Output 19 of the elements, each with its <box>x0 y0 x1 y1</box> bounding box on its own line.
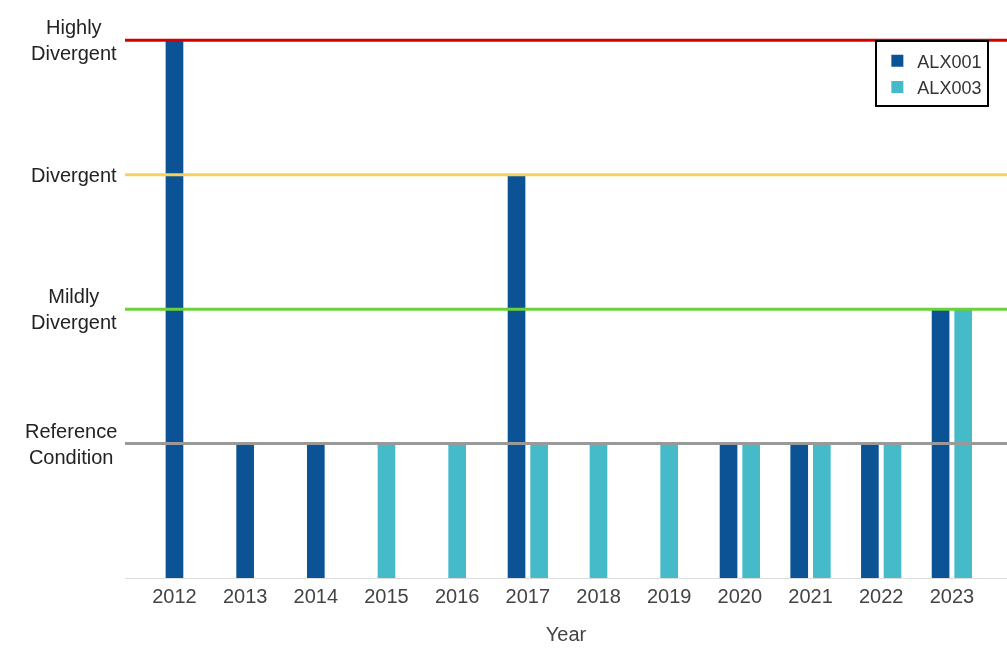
x-tick-label: 2017 <box>505 585 551 607</box>
x-tick-label: 2013 <box>222 585 268 607</box>
x-tick-label: 2023 <box>929 585 975 607</box>
legend-label: ALX001 <box>917 51 982 72</box>
ref-line-label: Mildly Divergent <box>31 285 118 333</box>
x-tick-label: 2019 <box>646 585 692 607</box>
ref-line-label: Highly Divergent <box>31 16 118 64</box>
x-tick-label: 2015 <box>364 585 409 607</box>
legend-label: ALX003 <box>917 78 982 99</box>
x-axis-title: Year <box>545 622 587 645</box>
ref-line-label: Reference Condition <box>25 420 118 468</box>
x-tick-label: 2012 <box>152 585 197 607</box>
x-tick-label: 2020 <box>717 585 763 607</box>
x-tick-label: 2021 <box>788 585 833 607</box>
x-tick-label: 2022 <box>858 585 904 607</box>
x-tick-label: 2018 <box>576 585 621 607</box>
ref-line-label: Divergent <box>31 164 118 186</box>
x-tick-label: 2014 <box>293 585 339 607</box>
x-tick-label: 2016 <box>434 585 480 607</box>
